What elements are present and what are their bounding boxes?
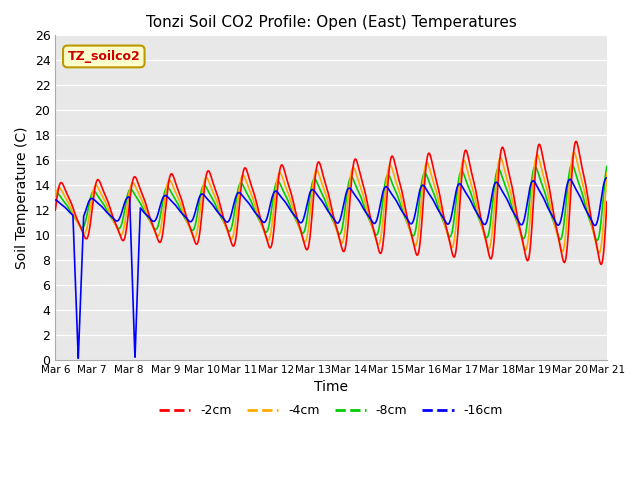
Y-axis label: Soil Temperature (C): Soil Temperature (C)	[15, 126, 29, 269]
X-axis label: Time: Time	[314, 381, 348, 395]
Text: TZ_soilco2: TZ_soilco2	[67, 50, 140, 63]
Title: Tonzi Soil CO2 Profile: Open (East) Temperatures: Tonzi Soil CO2 Profile: Open (East) Temp…	[146, 15, 516, 30]
Legend: -2cm, -4cm, -8cm, -16cm: -2cm, -4cm, -8cm, -16cm	[154, 399, 508, 422]
